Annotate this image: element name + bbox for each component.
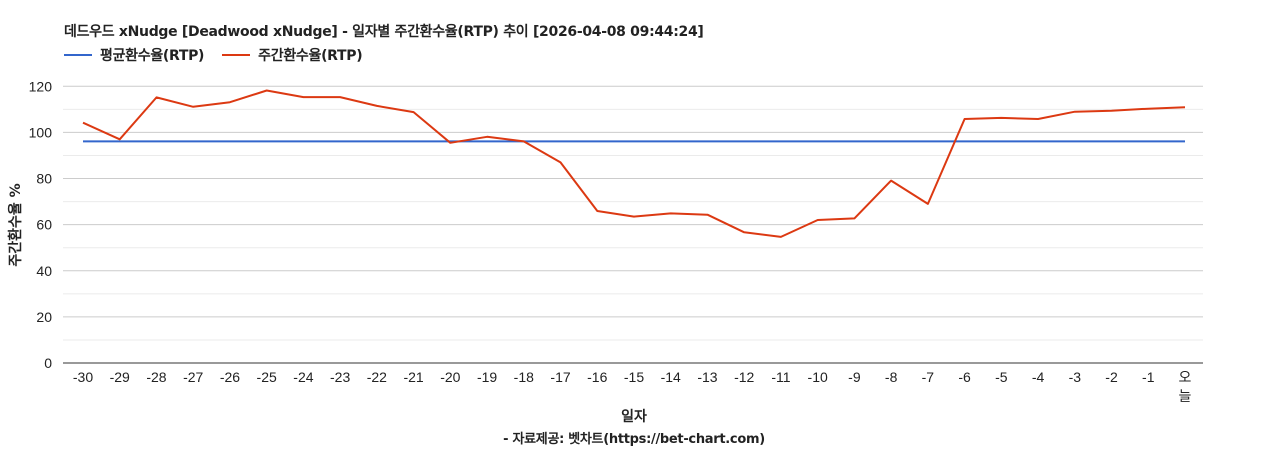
x-tick-label: -4 xyxy=(1032,369,1045,385)
x-tick-label: -12 xyxy=(734,369,754,385)
y-tick-label: 40 xyxy=(36,263,52,279)
series-lines xyxy=(82,89,1186,238)
gridlines xyxy=(63,85,1203,341)
x-tick-label: -26 xyxy=(220,369,240,385)
source-credit-wrap: - 자료제공: 벳차트(https://bet-chart.com) xyxy=(0,428,1268,447)
x-tick-label: -17 xyxy=(550,369,570,385)
x-tick-label: -18 xyxy=(514,369,534,385)
x-tick-label: -30 xyxy=(73,369,93,385)
x-tick-label: -10 xyxy=(808,369,828,385)
weekly-rtp-line[interactable] xyxy=(82,89,1186,238)
y-tick-label: 100 xyxy=(29,124,53,140)
legend-label-average: 평균환수율(RTP) xyxy=(100,48,205,64)
x-tick-label: -16 xyxy=(587,369,607,385)
legend-item-average[interactable]: 평균환수율(RTP) xyxy=(64,45,204,65)
x-tick-label: -3 xyxy=(1069,369,1082,385)
x-tick-label: -8 xyxy=(885,369,898,385)
x-axis-ticks: -30 -29 -28 -27 -26 -25 -24 -23 -22 -21 -20 -19 -18-… xyxy=(73,369,1192,404)
x-tick-label: -14 xyxy=(661,369,681,385)
x-tick-label: -24 xyxy=(293,369,313,385)
x-tick-label: -21 xyxy=(403,369,423,385)
x-axis-title: 일자 xyxy=(621,409,647,425)
x-tick-label: -11 xyxy=(771,369,790,385)
chart-legend: 평균환수율(RTP) 주간환수율(RTP) xyxy=(64,45,363,65)
y-tick-label: 80 xyxy=(36,171,52,187)
y-tick-label: 0 xyxy=(44,355,52,371)
x-tick-label: -15 xyxy=(624,369,644,385)
x-tick-label: 오 xyxy=(1179,369,1192,385)
x-tick-label: -27 xyxy=(183,369,203,385)
legend-item-weekly[interactable]: 주간환수율(RTP) xyxy=(222,45,363,65)
source-credit: - 자료제공: 벳차트(https://bet-chart.com) xyxy=(503,432,765,447)
x-tick-label: -28 xyxy=(146,369,166,385)
x-axis-title-wrap: 일자 xyxy=(0,406,1268,426)
x-tick-label: -2 xyxy=(1105,369,1118,385)
x-tick-label: -7 xyxy=(922,369,935,385)
x-tick-label: -23 xyxy=(330,369,350,385)
x-tick-label: -13 xyxy=(697,369,717,385)
y-tick-label: 20 xyxy=(36,309,52,325)
x-tick-label: -29 xyxy=(110,369,130,385)
y-tick-label: 120 xyxy=(29,78,53,94)
y-tick-label: 60 xyxy=(36,217,52,233)
x-tick-label: -19 xyxy=(477,369,497,385)
y-axis-ticks: 0 20 40 60 80 100 120 xyxy=(29,78,53,371)
x-tick-label: -9 xyxy=(848,369,861,385)
y-axis-title: 주간환수율 % xyxy=(7,183,24,266)
x-tick-label: -22 xyxy=(367,369,387,385)
x-tick-label: -5 xyxy=(995,369,1008,385)
legend-swatch-average-icon xyxy=(64,54,92,56)
x-tick-label: 늘 xyxy=(1179,388,1192,404)
legend-swatch-weekly-icon xyxy=(222,54,251,56)
x-tick-label: -6 xyxy=(958,369,971,385)
x-tick-label: -25 xyxy=(257,369,277,385)
x-tick-label: -20 xyxy=(440,369,460,385)
x-tick-label: -1 xyxy=(1142,369,1155,385)
chart-title: 데드우드 xNudge [Deadwood xNudge] - 일자별 주간환수… xyxy=(64,24,704,40)
legend-label-weekly: 주간환수율(RTP) xyxy=(258,48,363,64)
